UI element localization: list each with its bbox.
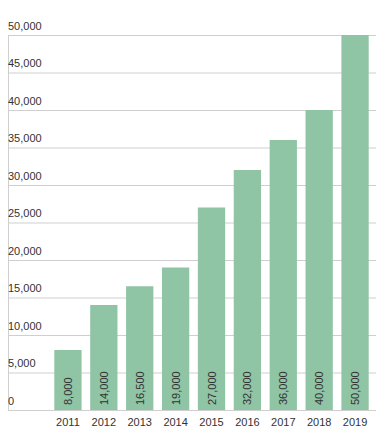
bar (90, 305, 117, 410)
x-tick-label: 2013 (127, 416, 151, 428)
x-tick-label: 2016 (235, 416, 259, 428)
x-tick: 2015 (199, 410, 223, 428)
x-tick: 2019 (343, 410, 367, 428)
bar (341, 35, 368, 410)
y-tick: 45,000 (8, 57, 376, 73)
y-tick: 50,000 (8, 20, 376, 36)
y-tick-label: 45,000 (8, 57, 42, 69)
data-label: 16,500 (134, 371, 146, 405)
data-label: 8,000 (62, 377, 74, 405)
y-tick-label: 50,000 (8, 20, 42, 32)
data-label: 19,000 (170, 371, 182, 405)
grid-line (8, 35, 376, 36)
x-tick-label: 2014 (163, 416, 187, 428)
y-tick: 40,000 (8, 95, 376, 111)
chart: 0 5,000 10,000 15,000 20,000 25,000 30,000 35,0… (0, 0, 391, 448)
x-tick: 2014 (163, 410, 187, 428)
bar (198, 208, 225, 411)
y-tick-label: 20,000 (8, 245, 42, 257)
data-labels: 8,000 14,000 16,500 19,000 27,000 32,000 36,00… (62, 371, 361, 405)
data-label: 36,000 (277, 371, 289, 405)
y-axis: 0 5,000 10,000 15,000 20,000 25,000 30,000 35,0… (8, 20, 376, 411)
data-label: 50,000 (349, 371, 361, 405)
y-tick-label: 35,000 (8, 132, 42, 144)
bars (54, 35, 368, 410)
data-label: 32,000 (241, 371, 253, 405)
y-tick-label: 15,000 (8, 282, 42, 294)
x-tick: 2013 (127, 410, 151, 428)
x-axis-line (51, 410, 374, 411)
data-label: 14,000 (98, 371, 110, 405)
y-tick-label: 25,000 (8, 207, 42, 219)
data-label: 40,000 (313, 371, 325, 405)
x-tick: 2018 (307, 410, 331, 428)
data-label: 27,000 (206, 371, 218, 405)
y-tick-label: 10,000 (8, 320, 42, 332)
y-tick-label: 30,000 (8, 170, 42, 182)
y-tick-label: 0 (8, 395, 14, 407)
x-tick-label: 2015 (199, 416, 223, 428)
bar (270, 140, 297, 410)
x-tick-label: 2011 (56, 416, 80, 428)
bar (126, 286, 153, 410)
y-tick-label: 40,000 (8, 95, 42, 107)
x-tick: 2016 (235, 410, 259, 428)
x-tick: 2011 (56, 410, 80, 428)
x-tick-label: 2019 (343, 416, 367, 428)
x-tick: 2017 (271, 410, 295, 428)
bar (306, 110, 333, 410)
y-tick-label: 5,000 (8, 357, 36, 369)
x-tick-label: 2017 (271, 416, 295, 428)
x-tick-label: 2012 (92, 416, 116, 428)
bar (162, 268, 189, 411)
x-tick-label: 2018 (307, 416, 331, 428)
grid-line (8, 73, 376, 74)
x-axis: 2011 2012 2013 2014 2015 2016 2017 2018 2019 (51, 410, 374, 428)
x-tick: 2012 (92, 410, 116, 428)
bar (54, 350, 81, 410)
grid-line (8, 410, 376, 411)
bar (234, 170, 261, 410)
